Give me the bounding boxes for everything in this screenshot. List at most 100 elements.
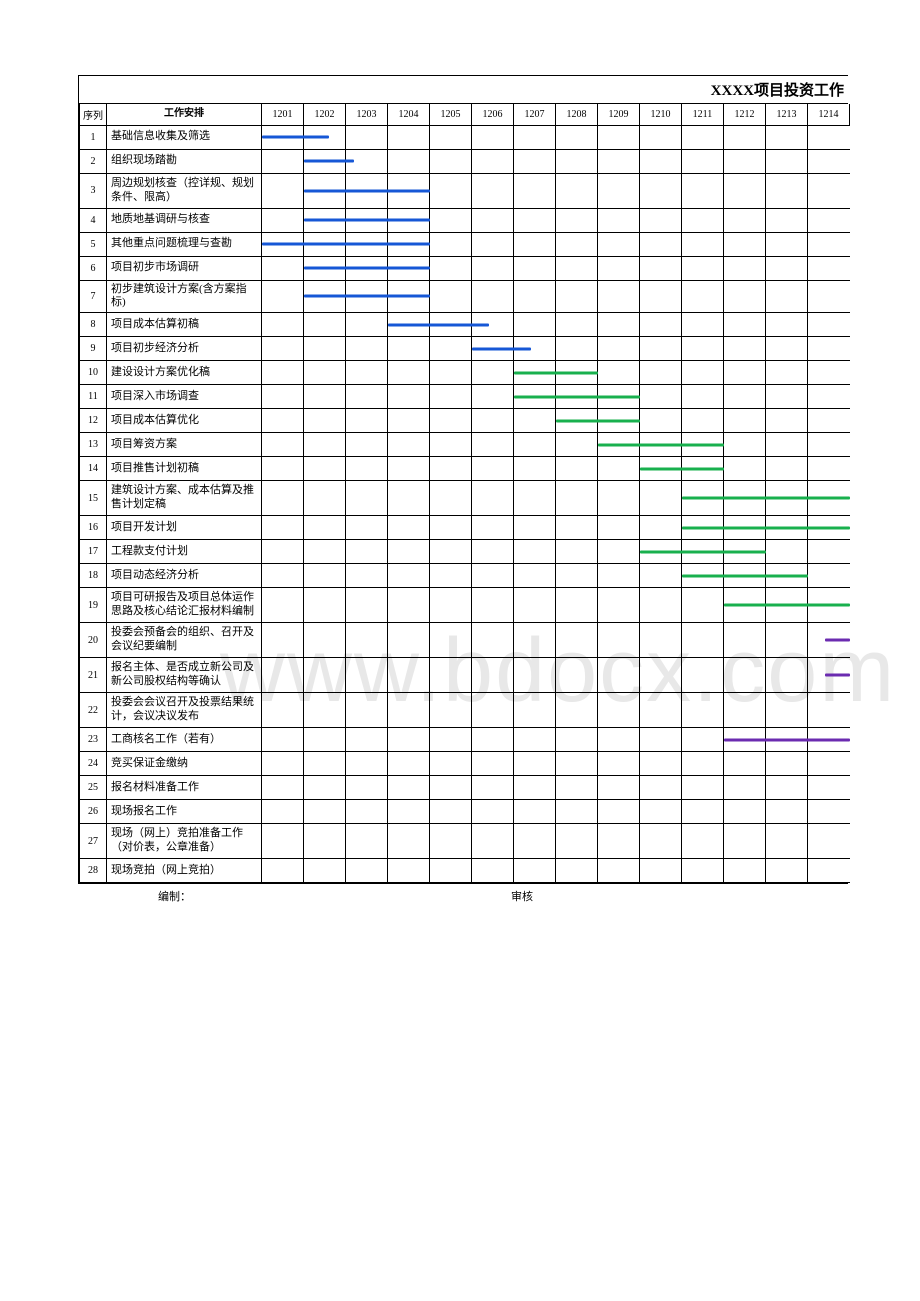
date-cell xyxy=(262,752,304,776)
date-cell xyxy=(724,337,766,361)
task-row: 8项目成本估算初稿 xyxy=(80,313,850,337)
date-cell xyxy=(808,149,850,173)
date-cell xyxy=(724,409,766,433)
date-cell xyxy=(472,859,514,883)
date-cell xyxy=(682,859,724,883)
date-cell xyxy=(808,337,850,361)
date-cell xyxy=(556,149,598,173)
date-cell xyxy=(808,208,850,232)
task-name: 竞买保证金缴纳 xyxy=(107,752,262,776)
date-cell xyxy=(346,361,388,385)
date-cell xyxy=(808,623,850,658)
date-cell xyxy=(598,280,640,313)
task-name: 项目可研报告及项目总体运作思路及核心结论汇报材料编制 xyxy=(107,588,262,623)
date-cell xyxy=(304,752,346,776)
date-cell xyxy=(514,800,556,824)
date-cell xyxy=(556,728,598,752)
date-cell xyxy=(346,623,388,658)
date-cell xyxy=(766,481,808,516)
date-cell xyxy=(430,588,472,623)
date-cell xyxy=(472,776,514,800)
date-cell xyxy=(472,313,514,337)
header-date: 1213 xyxy=(766,104,808,125)
date-cell xyxy=(388,361,430,385)
date-cell xyxy=(766,623,808,658)
date-cell xyxy=(556,409,598,433)
header-date: 1209 xyxy=(598,104,640,125)
date-cell xyxy=(472,457,514,481)
task-row: 5其他重点问题梳理与查勘 xyxy=(80,232,850,256)
date-cell xyxy=(430,623,472,658)
date-cell xyxy=(472,409,514,433)
date-cell xyxy=(514,280,556,313)
date-cell xyxy=(724,800,766,824)
date-cell xyxy=(682,313,724,337)
task-name: 建设设计方案优化稿 xyxy=(107,361,262,385)
date-cell xyxy=(724,516,766,540)
date-cell xyxy=(304,693,346,728)
date-cell xyxy=(766,149,808,173)
date-cell xyxy=(262,385,304,409)
date-cell xyxy=(640,623,682,658)
date-cell xyxy=(724,623,766,658)
date-cell xyxy=(346,313,388,337)
date-cell xyxy=(262,409,304,433)
date-cell xyxy=(430,800,472,824)
date-cell xyxy=(514,859,556,883)
task-row: 16项目开发计划 xyxy=(80,516,850,540)
task-row: 18项目动态经济分析 xyxy=(80,564,850,588)
task-name: 建筑设计方案、成本估算及推售计划定稿 xyxy=(107,481,262,516)
date-cell xyxy=(640,658,682,693)
date-cell xyxy=(262,337,304,361)
date-cell xyxy=(598,752,640,776)
date-cell xyxy=(262,859,304,883)
date-cell xyxy=(472,361,514,385)
date-cell xyxy=(766,752,808,776)
date-cell xyxy=(724,125,766,149)
header-date: 1208 xyxy=(556,104,598,125)
task-index: 14 xyxy=(80,457,107,481)
task-row: 12项目成本估算优化 xyxy=(80,409,850,433)
date-cell xyxy=(430,280,472,313)
date-cell xyxy=(556,824,598,859)
date-cell xyxy=(388,125,430,149)
task-name: 项目开发计划 xyxy=(107,516,262,540)
date-cell xyxy=(808,824,850,859)
date-cell xyxy=(472,540,514,564)
date-cell xyxy=(808,564,850,588)
date-cell xyxy=(472,125,514,149)
date-cell xyxy=(262,280,304,313)
date-cell xyxy=(346,859,388,883)
date-cell xyxy=(514,256,556,280)
date-cell xyxy=(808,588,850,623)
date-cell xyxy=(346,564,388,588)
date-cell xyxy=(766,361,808,385)
date-cell xyxy=(766,208,808,232)
date-cell xyxy=(514,693,556,728)
task-name: 其他重点问题梳理与查勘 xyxy=(107,232,262,256)
date-cell xyxy=(346,728,388,752)
date-cell xyxy=(262,588,304,623)
date-cell xyxy=(724,385,766,409)
date-cell xyxy=(556,540,598,564)
date-cell xyxy=(724,859,766,883)
date-cell xyxy=(472,337,514,361)
date-cell xyxy=(640,752,682,776)
date-cell xyxy=(262,800,304,824)
date-cell xyxy=(640,361,682,385)
date-cell xyxy=(808,540,850,564)
task-index: 24 xyxy=(80,752,107,776)
date-cell xyxy=(556,800,598,824)
task-index: 9 xyxy=(80,337,107,361)
date-cell xyxy=(430,481,472,516)
task-row: 25报名材料准备工作 xyxy=(80,776,850,800)
date-cell xyxy=(556,385,598,409)
date-cell xyxy=(388,728,430,752)
date-cell xyxy=(640,337,682,361)
header-date: 1201 xyxy=(262,104,304,125)
date-cell xyxy=(514,564,556,588)
date-cell xyxy=(346,208,388,232)
date-cell xyxy=(430,361,472,385)
date-cell xyxy=(430,776,472,800)
task-name: 工程款支付计划 xyxy=(107,540,262,564)
